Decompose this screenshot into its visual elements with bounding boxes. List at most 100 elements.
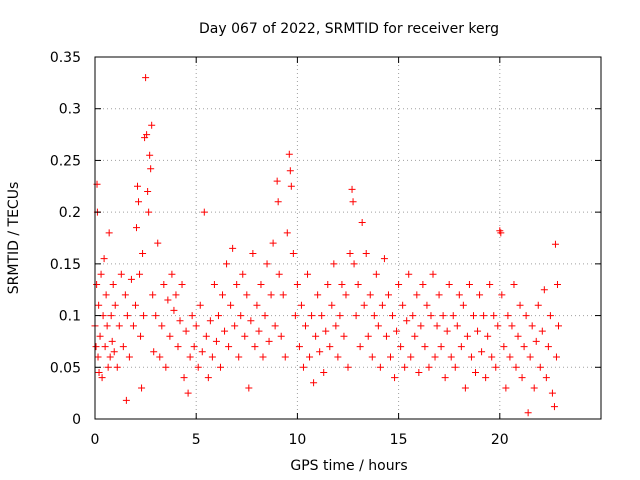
x-tick-label: 10	[288, 432, 306, 448]
data-point	[119, 343, 127, 351]
data-point	[429, 270, 437, 278]
data-point	[184, 389, 192, 397]
data-point	[180, 374, 188, 382]
data-point	[263, 260, 271, 268]
data-point	[544, 343, 552, 351]
data-point	[212, 337, 220, 345]
data-point	[467, 353, 475, 361]
data-point	[439, 312, 447, 320]
data-points	[91, 74, 562, 417]
x-axis-label: GPS time / hours	[290, 458, 407, 474]
data-point	[350, 260, 358, 268]
data-point	[283, 229, 291, 237]
data-point	[512, 363, 520, 371]
data-point	[550, 403, 558, 411]
data-point	[98, 374, 106, 382]
data-point	[435, 291, 443, 299]
data-point	[144, 187, 152, 195]
data-point	[113, 363, 121, 371]
data-point	[508, 322, 516, 330]
data-point	[520, 343, 528, 351]
data-point	[271, 322, 279, 330]
data-point	[463, 332, 471, 340]
data-point	[295, 343, 303, 351]
data-point	[168, 270, 176, 278]
data-point	[322, 327, 330, 335]
data-point	[131, 301, 139, 309]
data-point	[147, 165, 155, 173]
data-point	[158, 322, 166, 330]
data-point	[304, 270, 312, 278]
data-point	[243, 291, 251, 299]
data-point	[275, 270, 283, 278]
data-point	[368, 353, 376, 361]
data-point	[348, 185, 356, 193]
data-point	[291, 312, 299, 320]
data-point	[510, 281, 518, 289]
x-axis-ticks: 0 5 10 15 20	[91, 57, 509, 448]
data-point	[433, 322, 441, 330]
x-tick-label: 5	[192, 432, 201, 448]
data-point	[399, 301, 407, 309]
data-point	[336, 312, 344, 320]
data-point	[140, 312, 148, 320]
data-point	[259, 353, 267, 361]
data-point	[241, 332, 249, 340]
data-point	[257, 281, 265, 289]
data-point	[100, 255, 108, 263]
y-tick-label: 0.1	[59, 309, 81, 325]
data-point	[346, 250, 354, 258]
data-point	[277, 332, 285, 340]
data-point	[344, 363, 352, 371]
data-point	[382, 332, 390, 340]
y-tick-label: 0.25	[50, 153, 81, 169]
data-point	[102, 291, 110, 299]
data-point	[231, 322, 239, 330]
data-point	[455, 291, 463, 299]
data-point	[445, 281, 453, 289]
y-tick-label: 0.15	[50, 257, 81, 273]
data-point	[349, 198, 357, 206]
data-point	[506, 353, 514, 361]
data-point	[384, 291, 392, 299]
data-point	[484, 332, 492, 340]
data-point	[498, 291, 506, 299]
data-point	[136, 270, 144, 278]
data-point	[251, 343, 259, 351]
data-point	[461, 384, 469, 392]
data-point	[269, 239, 277, 247]
data-point	[301, 322, 309, 330]
data-point	[110, 348, 118, 356]
data-point	[267, 291, 275, 299]
data-point	[332, 322, 340, 330]
data-point	[407, 353, 415, 361]
data-point	[405, 270, 413, 278]
data-point	[297, 301, 305, 309]
data-point	[395, 281, 403, 289]
data-point	[320, 368, 328, 376]
data-point	[340, 332, 348, 340]
data-point	[219, 291, 227, 299]
data-point	[137, 332, 145, 340]
data-point	[431, 353, 439, 361]
data-point	[115, 322, 123, 330]
data-point	[143, 131, 151, 139]
data-point	[289, 250, 297, 258]
data-point	[482, 374, 490, 382]
data-point	[342, 291, 350, 299]
data-point	[176, 317, 184, 325]
data-point	[249, 250, 257, 258]
data-point	[108, 337, 116, 345]
data-point	[312, 332, 320, 340]
data-point	[449, 312, 457, 320]
data-point	[149, 291, 157, 299]
data-point	[206, 317, 214, 325]
data-point	[443, 327, 451, 335]
data-point	[166, 332, 174, 340]
data-point	[480, 312, 488, 320]
data-point	[497, 229, 505, 237]
y-tick-label: 0.2	[59, 205, 81, 221]
data-point	[354, 281, 362, 289]
data-point	[117, 270, 125, 278]
data-point	[273, 177, 281, 185]
